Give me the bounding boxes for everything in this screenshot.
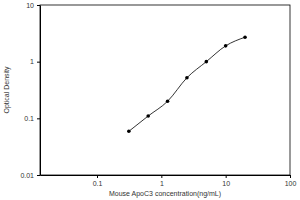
x-tick-label: 10 [222,180,230,187]
y-tick-label: 0.1 [24,115,34,122]
x-tick-mark [161,175,162,178]
y-tick-label: 10 [26,2,34,9]
x-tick: 100 [285,175,297,187]
x-axis-line [41,175,291,176]
y-tick-mark [37,62,40,63]
x-tick-mark [226,175,227,178]
x-tick-mark [290,175,291,178]
x-tick-mark [97,175,98,178]
point [166,99,170,103]
y-axis-line [40,6,41,176]
y-tick: 0.01 [20,172,40,179]
point [224,44,228,48]
y-tick-mark [37,5,40,6]
point [127,130,131,134]
x-tick-label: 100 [285,180,297,187]
point [185,76,189,80]
x-tick-label: 1 [160,180,164,187]
x-tick: 10 [222,175,230,187]
x-axis-title: Mouse ApoC3 concentration(ng/mL) [109,190,221,198]
y-tick-label: 0.01 [20,172,34,179]
data-layer [127,35,247,133]
x-tick-label: 0.1 [93,180,103,187]
y-tick: 10 [26,2,40,9]
y-tick: 1 [30,58,40,65]
x-tick: 1 [160,175,164,187]
point [205,60,209,64]
x-axis: 0.1 1 10 100 [41,175,297,187]
chart: 0.11101000.010.1110Mouse ApoC3 concentra… [0,0,300,200]
y-tick: 0.1 [24,115,40,122]
y-tick-mark [37,175,40,176]
plot: 0.1 1 10 100 0.01 0.1 1 10 [20,2,296,187]
y-axis: 0.01 0.1 1 10 [20,2,40,179]
plot-frame [40,5,290,175]
y-axis-title: Optical Density [3,66,11,114]
point [146,114,150,118]
y-tick-label: 1 [30,58,34,65]
point [243,35,247,39]
y-tick-mark [37,118,40,119]
x-tick: 0.1 [93,175,103,187]
curve [129,37,245,131]
